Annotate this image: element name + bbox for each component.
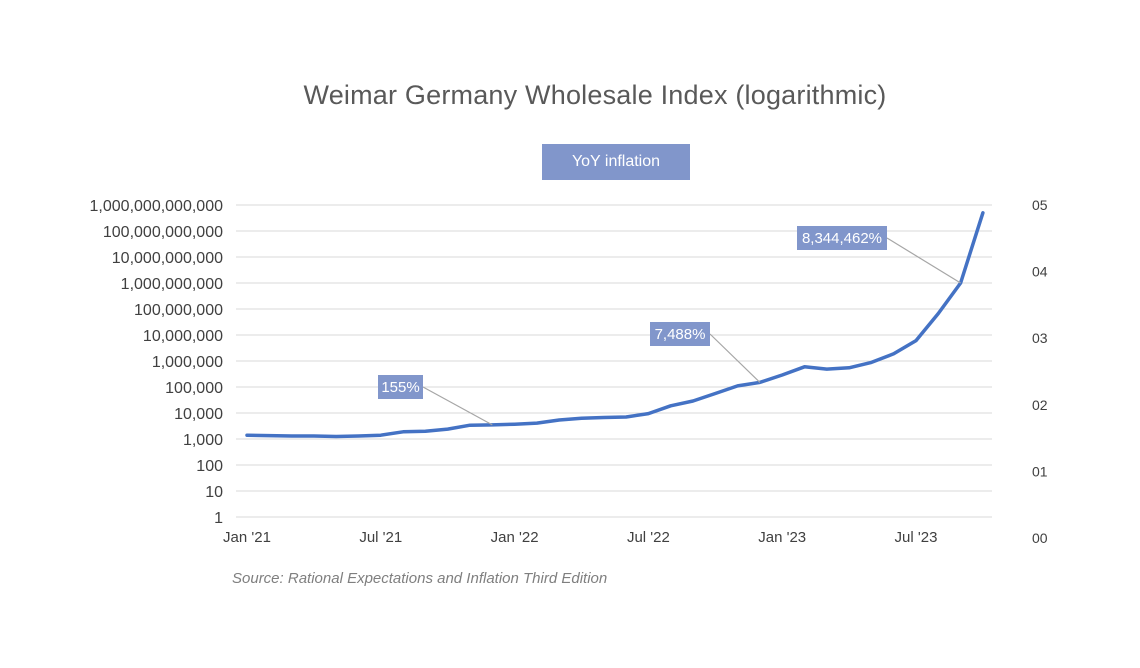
y-tick-label: 10,000 — [174, 406, 223, 423]
secondary-y-tick-label: 03 — [1032, 330, 1048, 346]
annotation-box — [378, 375, 423, 399]
secondary-y-tick-label: 01 — [1032, 463, 1048, 479]
y-tick-label: 1,000 — [183, 432, 223, 449]
annotation-label: 155% — [381, 379, 419, 396]
annotation-box — [797, 226, 887, 250]
secondary-y-tick-label: 04 — [1032, 264, 1048, 280]
y-tick-label: 10,000,000,000 — [112, 250, 223, 267]
chart-title: Weimar Germany Wholesale Index (logarith… — [303, 80, 887, 110]
annotation-leader-line — [886, 237, 961, 284]
annotation-label: 7,488% — [655, 326, 706, 343]
legend-entry: YoY inflation — [542, 144, 690, 180]
y-tick-label: 100 — [196, 458, 223, 475]
y-tick-label: 10 — [205, 484, 223, 501]
x-tick-label: Jan '23 — [758, 529, 806, 546]
secondary-y-tick-label: 02 — [1032, 397, 1048, 413]
y-tick-label: 10,000,000 — [143, 328, 223, 345]
y-tick-label: 1 — [214, 510, 223, 527]
y-tick-label: 100,000,000 — [134, 302, 223, 319]
y-tick-label: 1,000,000,000,000 — [90, 198, 224, 215]
x-tick-label: Jan '21 — [223, 529, 271, 546]
y-tick-label: 1,000,000 — [152, 354, 223, 371]
annotation-box — [650, 322, 710, 346]
series-line — [245, 211, 985, 439]
source-note: Source: Rational Expectations and Inflat… — [232, 570, 608, 587]
annotation-label: 8,344,462% — [802, 230, 882, 247]
y-tick-label: 100,000 — [165, 380, 223, 397]
secondary-y-tick-label: 00 — [1032, 530, 1048, 546]
annotation-leader-line — [422, 386, 493, 426]
x-tick-label: Jul '23 — [895, 529, 938, 546]
x-tick-label: Jul '21 — [359, 529, 402, 546]
secondary-y-tick-label: 05 — [1032, 197, 1048, 213]
x-tick-label: Jul '22 — [627, 529, 670, 546]
x-tick-label: Jan '22 — [491, 529, 539, 546]
annotation-leader-line — [709, 333, 761, 383]
y-tick-label: 1,000,000,000 — [121, 276, 223, 293]
y-tick-label: 100,000,000,000 — [103, 224, 223, 241]
